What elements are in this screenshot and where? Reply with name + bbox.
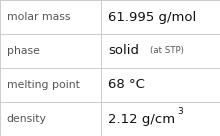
Bar [0,68,101,102]
Bar [0,34,101,68]
Text: 68 °C: 68 °C [108,78,145,92]
Text: density: density [7,114,46,124]
Bar [101,102,220,136]
Bar [0,102,101,136]
Text: phase: phase [7,46,39,56]
Text: 61.995 g/mol: 61.995 g/mol [108,10,196,24]
Bar [101,68,220,102]
Text: melting point: melting point [7,80,79,90]
Bar [101,34,220,68]
Bar [101,0,220,34]
Text: molar mass: molar mass [7,12,70,22]
Text: 3: 3 [177,107,183,116]
Text: (at STP): (at STP) [150,47,183,55]
Text: 2.12 g/cm: 2.12 g/cm [108,112,175,126]
Bar [0,0,101,34]
Text: solid: solid [108,44,139,58]
